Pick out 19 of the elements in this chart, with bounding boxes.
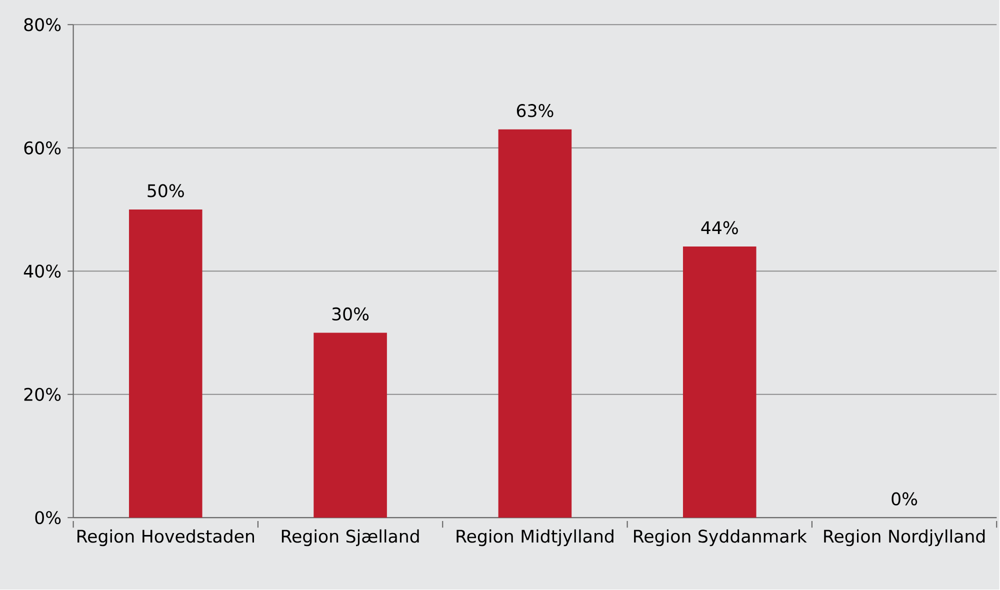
bar — [128, 210, 202, 518]
bar — [314, 332, 387, 518]
data-label: 44% — [701, 221, 738, 234]
data-label: 30% — [332, 308, 369, 321]
y-tick-label: 40% — [24, 264, 61, 278]
data-label: 63% — [516, 104, 554, 118]
x-tick-label: Region Sjælland — [282, 530, 419, 546]
data-label: 0% — [892, 492, 918, 506]
data-label: 50% — [148, 184, 184, 198]
bar — [682, 246, 756, 518]
y-tick-label: 60% — [24, 142, 61, 155]
x-tick-label: Region Hovedstaden — [77, 530, 254, 546]
y-tick-label: 0% — [35, 511, 61, 524]
x-tick-label: Region Nordjylland — [824, 530, 985, 546]
x-tick-label: Region Syddanmark — [634, 530, 807, 546]
y-tick-label: 20% — [24, 388, 61, 402]
x-tick-label: Region Midtjylland — [456, 530, 614, 546]
bar — [498, 130, 572, 518]
y-tick-label: 80% — [24, 18, 61, 32]
